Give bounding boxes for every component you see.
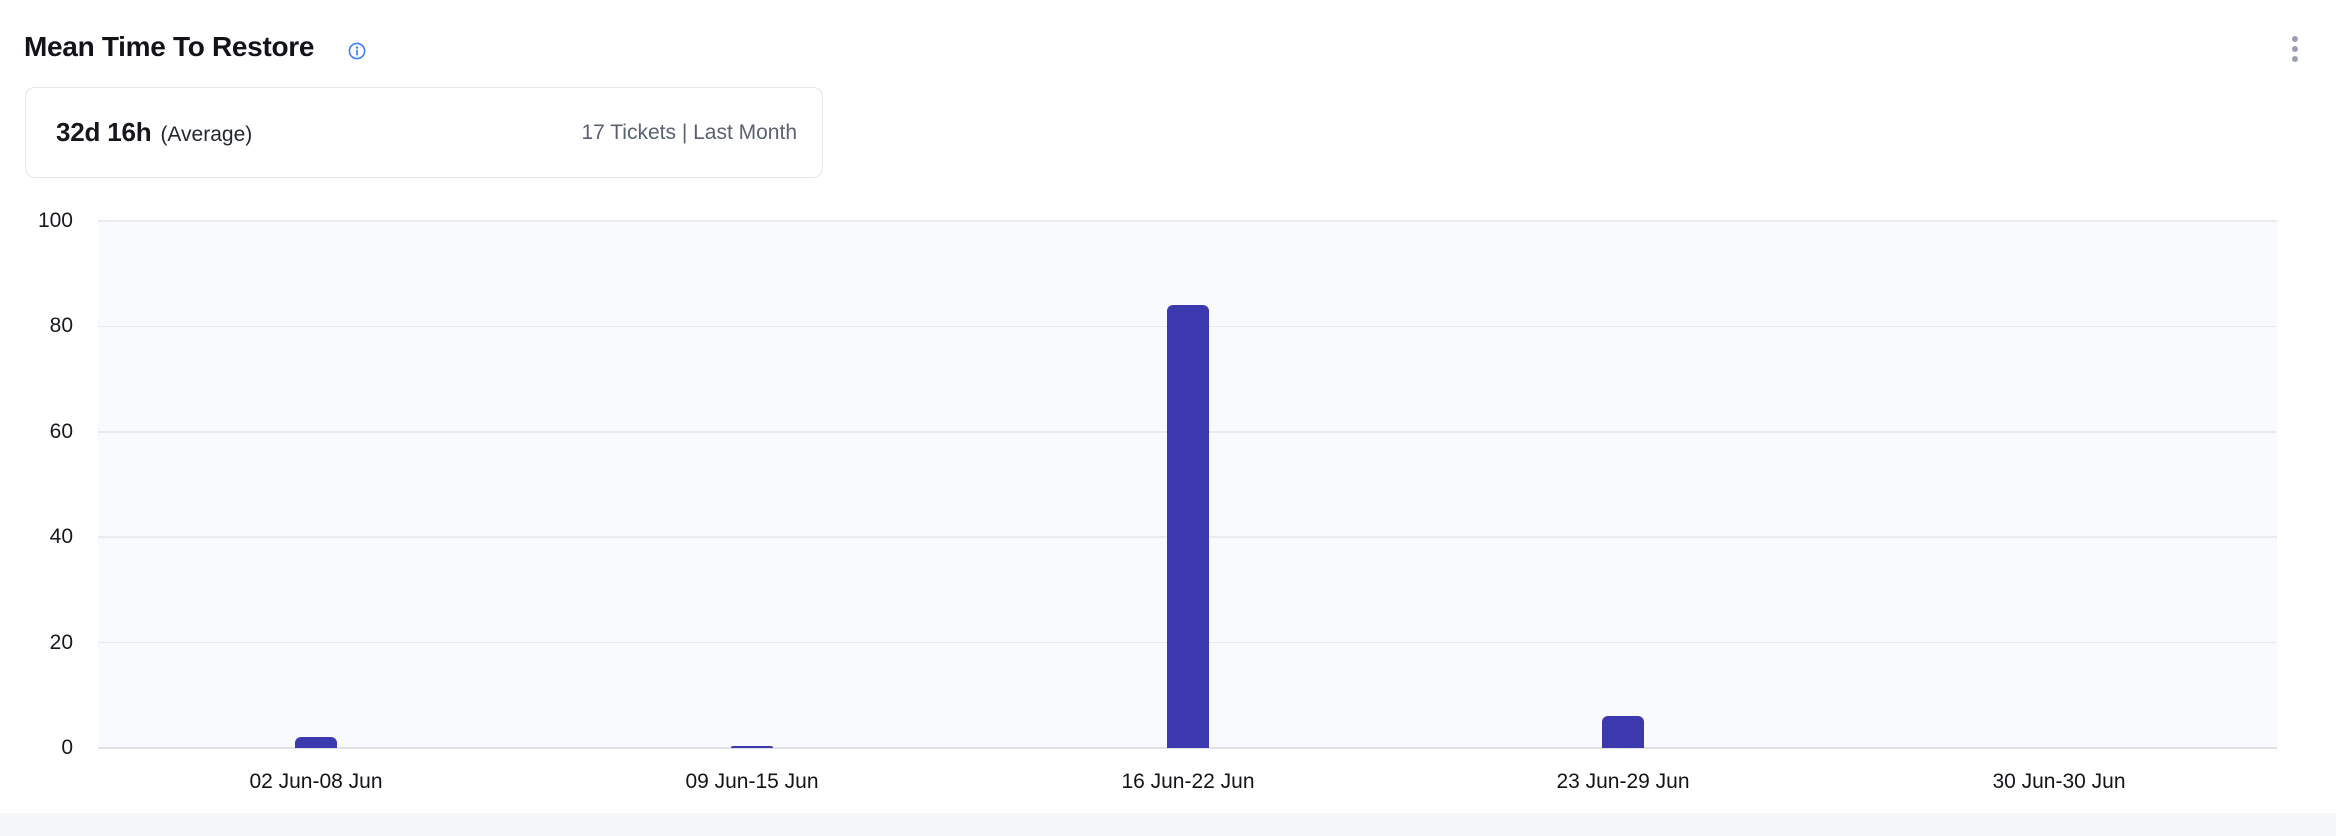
bar-3[interactable]: [1167, 305, 1209, 748]
kebab-dot: [2292, 36, 2298, 42]
kebab-dot: [2292, 46, 2298, 52]
x-axis-tick-label: 16 Jun-22 Jun: [1121, 770, 1255, 793]
gridline-y0: [98, 747, 2277, 749]
summary-value: 32d 16h: [56, 117, 152, 147]
summary-qualifier: (Average): [160, 123, 253, 146]
kebab-dot: [2292, 56, 2298, 62]
kebab-menu-button[interactable]: [2286, 30, 2304, 68]
page-title: Mean Time To Restore: [24, 31, 315, 62]
y-axis-tick-label: 0: [61, 736, 73, 759]
bar-4[interactable]: [1602, 716, 1644, 748]
info-icon[interactable]: [348, 42, 366, 60]
x-axis-tick-label: 30 Jun-30 Jun: [1992, 770, 2126, 793]
y-axis-tick-label: 60: [49, 419, 73, 443]
y-axis-tick-label: 100: [37, 209, 73, 232]
x-axis-tick-label: 23 Jun-29 Jun: [1556, 770, 1690, 793]
x-axis-tick-label: 09 Jun-15 Jun: [685, 770, 819, 793]
bar-2[interactable]: [731, 746, 773, 748]
y-axis-tick-label: 40: [49, 525, 73, 549]
summary-card: 32d 16h (Average) 17 Tickets | Last Mont…: [25, 87, 823, 178]
summary-average: 32d 16h (Average): [56, 117, 252, 148]
bottom-strip: [0, 813, 2336, 836]
gridline-y100: [98, 220, 2277, 222]
x-axis-tick-label: 02 Jun-08 Jun: [249, 770, 383, 793]
info-icon-glyph: [348, 42, 366, 60]
y-axis-tick-label: 80: [49, 314, 73, 338]
bar-1[interactable]: [295, 737, 337, 748]
summary-meta: 17 Tickets | Last Month: [581, 120, 797, 144]
y-axis-tick-label: 20: [49, 630, 73, 654]
